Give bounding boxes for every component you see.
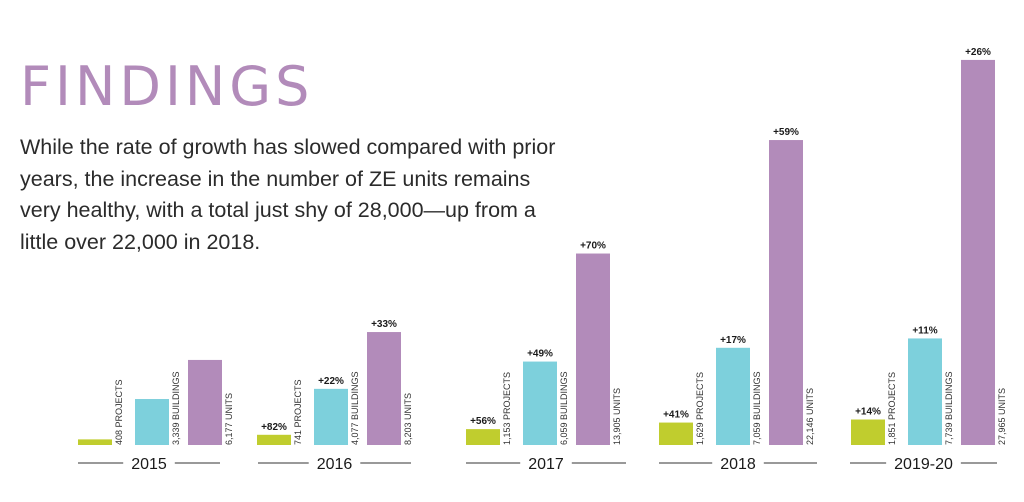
growth-label-projects-2016: +82% bbox=[261, 422, 287, 433]
bar-buildings-2015 bbox=[135, 399, 169, 445]
year-label-2016: 2016 bbox=[317, 456, 353, 473]
growth-label-buildings-2019-20: +11% bbox=[912, 325, 937, 336]
bar-projects-2016 bbox=[257, 434, 291, 445]
value-label-units-2019-20: 27,965 UNITS bbox=[997, 388, 1007, 445]
bar-units-2015 bbox=[188, 359, 222, 445]
growth-label-units-2017: +70% bbox=[580, 241, 606, 252]
bar-buildings-2017 bbox=[523, 361, 557, 445]
page-title: FINDINGS bbox=[20, 55, 314, 118]
year-label-2019-20: 2019-20 bbox=[894, 456, 953, 473]
value-label-projects-2018: 1,629 PROJECTS bbox=[695, 372, 705, 445]
bar-buildings-2018 bbox=[716, 347, 750, 445]
bar-units-2017 bbox=[576, 253, 610, 445]
value-label-buildings-2018: 7,059 BUILDINGS bbox=[752, 371, 762, 445]
year-label-2017: 2017 bbox=[528, 456, 564, 473]
value-label-projects-2019-20: 1,851 PROJECTS bbox=[887, 372, 897, 445]
value-label-buildings-2017: 6,059 BUILDINGS bbox=[559, 371, 569, 445]
growth-label-units-2018: +59% bbox=[773, 127, 799, 138]
bar-projects-2019-20 bbox=[851, 419, 885, 445]
value-label-units-2015: 6,177 UNITS bbox=[224, 393, 234, 445]
year-label-2018: 2018 bbox=[720, 456, 756, 473]
value-label-projects-2016: 741 PROJECTS bbox=[293, 379, 303, 445]
bar-projects-2018 bbox=[659, 422, 693, 445]
growth-label-units-2019-20: +26% bbox=[965, 47, 991, 58]
growth-label-projects-2017: +56% bbox=[470, 416, 496, 427]
bar-projects-2015 bbox=[78, 439, 112, 445]
value-label-buildings-2016: 4,077 BUILDINGS bbox=[350, 371, 360, 445]
value-label-units-2017: 13,905 UNITS bbox=[612, 388, 622, 445]
value-label-buildings-2015: 3,339 BUILDINGS bbox=[171, 371, 181, 445]
intro-paragraph: While the rate of growth has slowed comp… bbox=[20, 135, 556, 254]
bar-projects-2017 bbox=[466, 429, 500, 445]
growth-label-projects-2018: +41% bbox=[663, 410, 689, 421]
bar-units-2016 bbox=[367, 332, 401, 445]
value-label-units-2016: 8,203 UNITS bbox=[403, 393, 413, 445]
value-label-projects-2017: 1,153 PROJECTS bbox=[502, 372, 512, 445]
bar-buildings-2019-20 bbox=[908, 338, 942, 445]
year-label-2015: 2015 bbox=[131, 456, 167, 473]
growth-label-buildings-2018: +17% bbox=[720, 335, 746, 346]
value-label-projects-2015: 408 PROJECTS bbox=[114, 379, 124, 445]
growth-label-buildings-2017: +49% bbox=[527, 349, 553, 360]
value-label-buildings-2019-20: 7,739 BUILDINGS bbox=[944, 371, 954, 445]
value-label-units-2018: 22,146 UNITS bbox=[805, 388, 815, 445]
bar-units-2018 bbox=[769, 140, 803, 446]
bar-units-2019-20 bbox=[961, 59, 995, 446]
growth-label-buildings-2016: +22% bbox=[318, 376, 344, 387]
growth-label-units-2016: +33% bbox=[371, 319, 397, 330]
bar-buildings-2016 bbox=[314, 388, 348, 445]
growth-label-projects-2019-20: +14% bbox=[855, 407, 881, 418]
